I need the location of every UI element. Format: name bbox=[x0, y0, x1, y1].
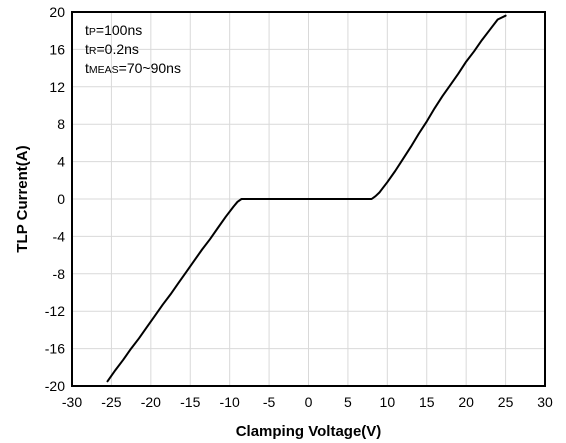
test-conditions-annotation: tP=100ns tR=0.2ns tMEAS=70~90ns bbox=[85, 22, 181, 76]
x-tick-label: -15 bbox=[180, 394, 200, 410]
x-tick-label: 20 bbox=[458, 394, 474, 410]
x-tick-label: -10 bbox=[220, 394, 240, 410]
y-tick-label: 8 bbox=[57, 116, 65, 132]
y-tick-label: 12 bbox=[49, 79, 65, 95]
annotation-line: tR=0.2ns bbox=[85, 41, 139, 57]
y-tick-label: 16 bbox=[49, 41, 65, 57]
x-tick-label: -25 bbox=[101, 394, 121, 410]
series-line-0 bbox=[106, 14, 507, 383]
y-axis-title: TLP Current(A) bbox=[14, 145, 31, 252]
y-tick-label: 20 bbox=[49, 4, 65, 20]
x-tick-label: -20 bbox=[141, 394, 161, 410]
x-tick-label: -5 bbox=[263, 394, 276, 410]
series-group bbox=[106, 14, 507, 383]
x-tick-label: 10 bbox=[380, 394, 396, 410]
x-tick-labels: -30 -25 -20 -15 -10 -5 0 5 10 15 20 25 30 bbox=[62, 394, 553, 410]
x-tick-label: 0 bbox=[305, 394, 313, 410]
x-axis-title: Clamping Voltage(V) bbox=[236, 423, 382, 440]
grid-lines bbox=[72, 12, 545, 386]
x-tick-label: 25 bbox=[498, 394, 514, 410]
x-tick-label: -30 bbox=[62, 394, 82, 410]
y-tick-label: -16 bbox=[45, 341, 65, 357]
plot-frame bbox=[71, 11, 546, 387]
x-tick-label: 5 bbox=[344, 394, 352, 410]
annotation-line: tP=100ns bbox=[85, 22, 142, 38]
y-tick-label: -20 bbox=[45, 378, 65, 394]
x-tick-label: 30 bbox=[537, 394, 553, 410]
y-tick-label: 0 bbox=[57, 191, 65, 207]
y-tick-label: -12 bbox=[45, 303, 65, 319]
x-tick-label: 15 bbox=[419, 394, 435, 410]
annotation-line: tMEAS=70~90ns bbox=[85, 60, 181, 76]
y-tick-label: -8 bbox=[53, 266, 66, 282]
y-tick-labels: -20 -16 -12 -8 -4 0 4 8 12 16 20 bbox=[45, 4, 65, 394]
y-tick-label: 4 bbox=[57, 154, 65, 170]
y-tick-label: -4 bbox=[53, 228, 66, 244]
